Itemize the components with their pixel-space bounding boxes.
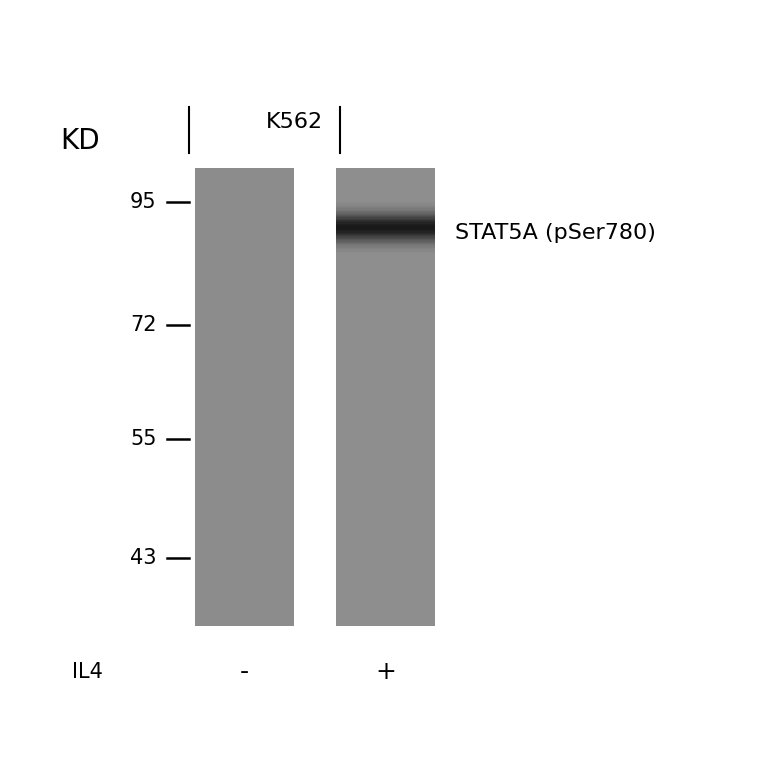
- Text: -: -: [240, 660, 249, 685]
- Bar: [336, 212, 435, 214]
- Bar: [336, 221, 435, 222]
- Text: IL4: IL4: [73, 662, 103, 682]
- Bar: [336, 210, 435, 212]
- Bar: [336, 227, 435, 229]
- Bar: [336, 206, 435, 207]
- Bar: [336, 241, 435, 243]
- Bar: [336, 215, 435, 218]
- Text: 55: 55: [130, 429, 157, 449]
- Text: 95: 95: [130, 193, 157, 212]
- Bar: [336, 225, 435, 228]
- Bar: [336, 168, 435, 626]
- Bar: [336, 244, 435, 247]
- Bar: [336, 218, 435, 220]
- Bar: [336, 237, 435, 239]
- Bar: [336, 217, 435, 219]
- Bar: [336, 213, 435, 215]
- Bar: [336, 223, 435, 225]
- Bar: [336, 208, 435, 210]
- Bar: [336, 202, 435, 205]
- Bar: [336, 231, 435, 233]
- Text: STAT5A (pSer780): STAT5A (pSer780): [455, 223, 656, 243]
- Bar: [336, 214, 435, 216]
- Bar: [336, 248, 435, 249]
- Bar: [336, 242, 435, 244]
- Bar: [336, 232, 435, 234]
- Bar: [336, 204, 435, 206]
- Bar: [336, 225, 435, 226]
- Bar: [336, 235, 435, 237]
- Bar: [336, 202, 435, 203]
- Bar: [336, 248, 435, 251]
- Bar: [336, 233, 435, 235]
- Bar: [336, 222, 435, 224]
- Text: 72: 72: [130, 315, 157, 335]
- Text: K562: K562: [266, 112, 322, 132]
- Bar: [336, 240, 435, 241]
- Bar: [336, 236, 435, 238]
- Text: KD: KD: [60, 128, 100, 155]
- Bar: [336, 251, 435, 253]
- Bar: [336, 206, 435, 209]
- Bar: [336, 250, 435, 252]
- Text: +: +: [375, 660, 397, 685]
- Bar: [336, 244, 435, 245]
- Bar: [336, 229, 435, 231]
- Bar: [336, 219, 435, 222]
- Text: 43: 43: [130, 548, 157, 568]
- Bar: [336, 228, 435, 230]
- Bar: [336, 209, 435, 211]
- Bar: [195, 168, 294, 626]
- Bar: [336, 246, 435, 248]
- Bar: [336, 238, 435, 241]
